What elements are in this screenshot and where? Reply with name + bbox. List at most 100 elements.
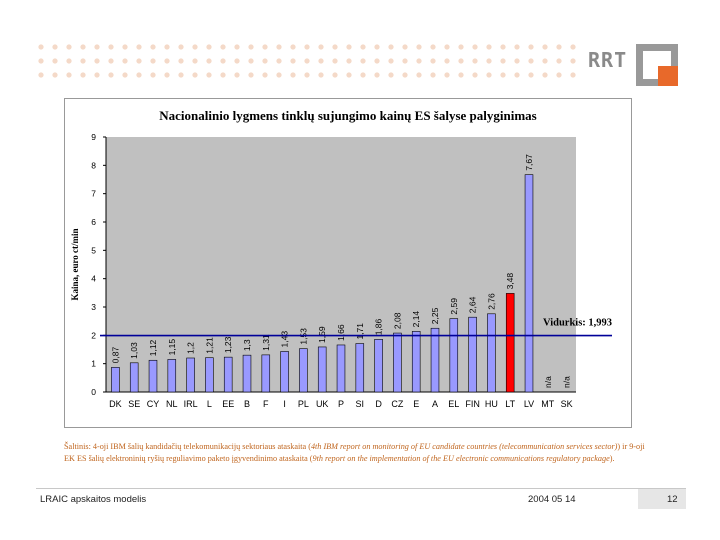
data-label: 1,23: [223, 336, 233, 353]
data-label: 1,31: [261, 334, 271, 351]
bar-fin: [468, 316, 477, 393]
logo-text: RRT: [588, 48, 628, 72]
bar-uk: [317, 346, 327, 393]
source-suffix: ).: [609, 454, 615, 463]
x-tick-label: D: [375, 399, 382, 409]
rrt-logo: RRT: [588, 44, 688, 94]
data-label: 1,66: [336, 324, 346, 341]
bar-d: [374, 339, 383, 393]
bar-ee: [223, 356, 233, 393]
x-tick-label: SI: [356, 399, 365, 409]
y-tick-label: 3: [91, 302, 96, 312]
bar-e: [411, 331, 421, 393]
data-label: 1,03: [129, 342, 139, 359]
x-tick-label: SK: [561, 399, 573, 409]
bar-cz: [393, 332, 402, 393]
y-tick-label: 6: [91, 217, 96, 227]
data-label: 1,12: [148, 339, 158, 356]
bar-pl: [299, 348, 308, 393]
data-label: 3,48: [505, 273, 515, 290]
bar-p: [336, 344, 346, 393]
data-label: 1,2: [186, 342, 196, 354]
x-tick-label: LT: [505, 399, 515, 409]
x-tick-label: HU: [485, 399, 498, 409]
bar-hu: [487, 313, 496, 393]
y-tick-label: 5: [91, 245, 96, 255]
bar-irl: [186, 357, 195, 393]
footer-title: LRAIC apskaitos modelis: [40, 494, 147, 505]
chart-frame: Nacionalinio lygmens tinklų sujungimo ka…: [64, 98, 632, 428]
y-tick-label: 4: [91, 274, 96, 284]
page-number-box: [638, 489, 686, 509]
source-italic-2: 9th report on the implementation of the …: [312, 454, 610, 463]
x-tick-label: I: [283, 399, 286, 409]
x-tick-label: MT: [541, 399, 554, 409]
bar-b: [242, 354, 252, 393]
y-tick-label: 2: [91, 330, 96, 340]
chart-title: Nacionalinio lygmens tinklų sujungimo ka…: [159, 108, 536, 123]
y-tick-label: 9: [91, 132, 96, 142]
source-italic-1: 4th IBM report on monitoring of EU candi…: [310, 442, 618, 451]
data-label: 0,87: [110, 347, 120, 364]
y-tick-label: 0: [91, 387, 96, 397]
x-tick-label: PL: [298, 399, 309, 409]
data-label: n/a: [562, 376, 572, 388]
data-label: n/a: [543, 376, 553, 388]
x-tick-label: EE: [222, 399, 234, 409]
bar-i: [280, 351, 289, 393]
x-tick-label: CY: [147, 399, 160, 409]
footer-divider: [36, 488, 686, 489]
x-tick-label: F: [263, 399, 269, 409]
y-tick-label: 8: [91, 160, 96, 170]
bar-dk: [111, 367, 120, 393]
footer-date: 2004 05 14: [528, 494, 576, 505]
data-label: 7,67: [524, 154, 534, 171]
data-label: 2,14: [411, 311, 421, 328]
x-tick-label: A: [432, 399, 438, 409]
data-label: 2,59: [449, 298, 459, 315]
bar-el: [449, 318, 459, 393]
data-label: 1,71: [355, 323, 365, 340]
y-tick-label: 7: [91, 189, 96, 199]
x-tick-label: CZ: [391, 399, 403, 409]
bar-lv: [524, 174, 534, 393]
bar-chart: Nacionalinio lygmens tinklų sujungimo ka…: [70, 108, 612, 409]
x-tick-label: DK: [109, 399, 122, 409]
data-label: 2,08: [392, 312, 402, 329]
bar-cy: [148, 359, 158, 393]
bar-lt: [505, 293, 515, 393]
x-tick-label: LV: [524, 399, 534, 409]
average-label: Vidurkis: 1,993: [543, 318, 612, 329]
data-label: 2,64: [468, 296, 478, 313]
x-tick-label: EL: [448, 399, 459, 409]
bar-f: [261, 354, 271, 393]
x-tick-label: P: [338, 399, 344, 409]
data-label: 1,59: [317, 326, 327, 343]
x-tick-label: SE: [128, 399, 140, 409]
bar-si: [355, 343, 365, 393]
y-axis-label: Kaina, euro ct/min: [70, 228, 80, 300]
data-label: 1,15: [167, 339, 177, 356]
logo-mark: [636, 44, 678, 86]
data-label: 2,25: [430, 307, 440, 324]
decorative-pattern: [38, 44, 578, 82]
page-number: 12: [667, 494, 678, 505]
x-tick-label: FIN: [465, 399, 480, 409]
x-tick-label: NL: [166, 399, 178, 409]
data-label: 1,3: [242, 339, 252, 351]
x-tick-label: B: [244, 399, 250, 409]
bar-se: [129, 362, 139, 393]
x-tick-label: L: [207, 399, 212, 409]
x-tick-label: E: [413, 399, 419, 409]
data-label: 1,43: [280, 331, 290, 348]
bar-a: [430, 327, 440, 393]
source-prefix: Šaltinis: 4-oji IBM šalių kandidačių tel…: [64, 442, 311, 451]
data-label: 1,21: [204, 337, 214, 354]
data-label: 1,86: [374, 318, 384, 335]
x-tick-label: UK: [316, 399, 329, 409]
x-tick-label: IRL: [184, 399, 198, 409]
source-note: Šaltinis: 4-oji IBM šalių kandidačių tel…: [64, 441, 654, 465]
bar-l: [205, 357, 214, 393]
source-middle: ) ir 9-oji EK ES šalių elektroninių ryši…: [64, 442, 645, 463]
data-label: 2,76: [486, 293, 496, 310]
